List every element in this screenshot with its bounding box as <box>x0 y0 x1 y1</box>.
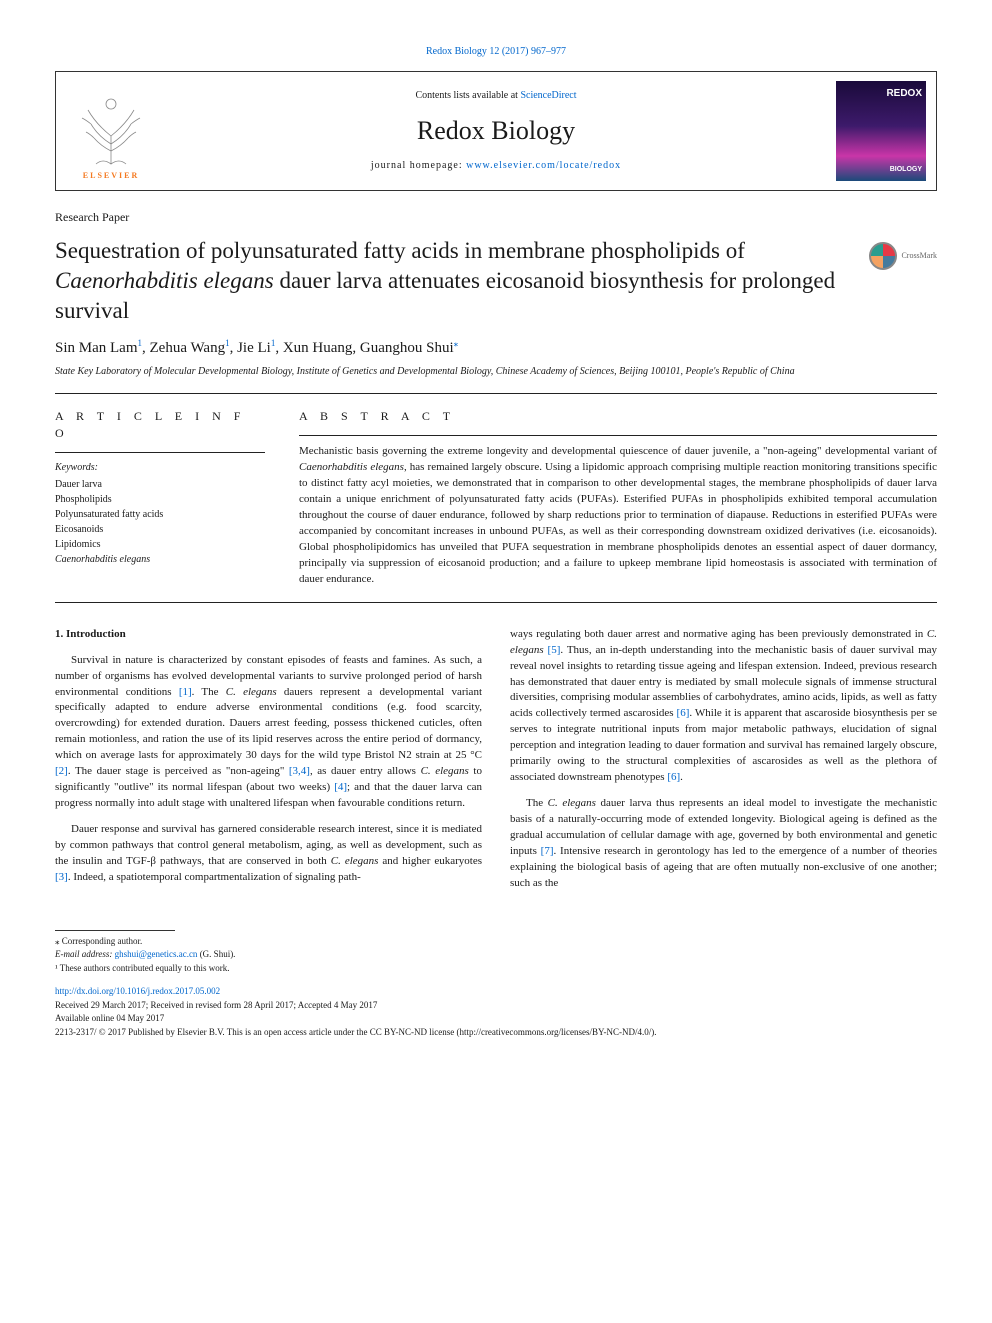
journal-header: ELSEVIER Contents lists available at Sci… <box>55 71 937 191</box>
c2i2: C. elegans <box>548 797 596 809</box>
c1p2c: . Indeed, a spatiotemporal compartmental… <box>68 871 361 883</box>
keyword-1: Dauer larva <box>55 477 265 492</box>
homepage-line: journal homepage: www.elsevier.com/locat… <box>371 159 621 173</box>
email-suffix: (G. Shui). <box>197 949 235 959</box>
abstract-block: A B S T R A C T Mechanistic basis govern… <box>299 408 937 587</box>
homepage-prefix: journal homepage: <box>371 160 466 171</box>
available-online: Available online 04 May 2017 <box>55 1012 937 1026</box>
intro-heading: 1. Introduction <box>55 627 482 643</box>
title-part-1: Sequestration of polyunsaturated fatty a… <box>55 238 745 263</box>
sciencedirect-link[interactable]: ScienceDirect <box>520 90 576 101</box>
equal-contrib-note: ¹ These authors contributed equally to t… <box>55 962 937 976</box>
c2p2a: The <box>526 797 548 809</box>
running-header: Redox Biology 12 (2017) 967–977 <box>55 45 937 59</box>
doi-link[interactable]: http://dx.doi.org/10.1016/j.redox.2017.0… <box>55 986 220 996</box>
ref-4[interactable]: [4] <box>334 781 347 793</box>
email-label: E-mail address: <box>55 949 115 959</box>
ref-6b[interactable]: [6] <box>667 771 680 783</box>
ref-2[interactable]: [2] <box>55 765 68 777</box>
author-4-5: , Xun Huang, Guanghou Shui <box>275 340 453 356</box>
abstract-text: Mechanistic basis governing the extreme … <box>299 444 937 587</box>
abstract-heading: A B S T R A C T <box>299 408 937 425</box>
c1p1e: , as dauer entry allows <box>310 765 421 777</box>
column-left: 1. Introduction Survival in nature is ch… <box>55 627 482 902</box>
keyword-3: Polyunsaturated fatty acids <box>55 507 265 522</box>
title-italic: Caenorhabditis elegans <box>55 268 274 293</box>
crossmark-label: CrossMark <box>901 250 937 261</box>
column-right: ways regulating both dauer arrest and no… <box>510 627 937 902</box>
c2p1d: . <box>680 771 683 783</box>
author-3: , Jie Li <box>230 340 271 356</box>
author-1: Sin Man Lam <box>55 340 138 356</box>
corresponding-email-link[interactable]: ghshui@genetics.ac.cn <box>115 949 198 959</box>
body-columns: 1. Introduction Survival in nature is ch… <box>55 627 937 902</box>
ref-1[interactable]: [1] <box>179 686 192 698</box>
article-info-rule <box>55 452 265 453</box>
contents-line: Contents lists available at ScienceDirec… <box>415 89 576 103</box>
c1i3: C. elegans <box>331 855 379 867</box>
article-type: Research Paper <box>55 209 937 226</box>
crossmark-badge[interactable]: CrossMark <box>869 242 937 270</box>
c1i1: C. elegans <box>226 686 277 698</box>
received-dates: Received 29 March 2017; Received in revi… <box>55 999 937 1013</box>
journal-homepage-link[interactable]: www.elsevier.com/locate/redox <box>466 160 621 171</box>
ref-5[interactable]: [5] <box>548 644 561 656</box>
footnote-rule <box>55 930 175 931</box>
c1p1b: . The <box>192 686 226 698</box>
cover-title-1: REDOX <box>840 87 922 101</box>
keyword-5: Lipidomics <box>55 537 265 552</box>
ref-3-4[interactable]: [3,4] <box>289 765 310 777</box>
abstract-t1: Mechanistic basis governing the extreme … <box>299 445 937 457</box>
elsevier-logo: ELSEVIER <box>66 81 156 181</box>
journal-cover-thumbnail: REDOX BIOLOGY <box>836 81 926 181</box>
elsevier-tree-icon <box>76 96 146 166</box>
keywords-list: Dauer larva Phospholipids Polyunsaturate… <box>55 477 265 567</box>
crossmark-icon <box>869 242 897 270</box>
email-line: E-mail address: ghshui@genetics.ac.cn (G… <box>55 948 937 962</box>
author-list: Sin Man Lam1, Zehua Wang1, Jie Li1, Xun … <box>55 337 937 359</box>
article-title: Sequestration of polyunsaturated fatty a… <box>55 236 857 326</box>
ref-3b[interactable]: [3] <box>55 871 68 883</box>
abstract-i1: Caenorhabditis elegans <box>299 461 404 473</box>
ref-6[interactable]: [6] <box>677 707 690 719</box>
affiliation: State Key Laboratory of Molecular Develo… <box>55 365 937 379</box>
cover-title-2: BIOLOGY <box>840 165 922 175</box>
elsevier-wordmark: ELSEVIER <box>83 170 139 181</box>
c2p2c: . Intensive research in gerontology has … <box>510 845 937 889</box>
publisher-logo-box: ELSEVIER <box>56 72 166 190</box>
copyright-line: 2213-2317/ © 2017 Published by Elsevier … <box>55 1026 937 1040</box>
keyword-6: Caenorhabditis elegans <box>55 552 265 567</box>
keyword-4: Eicosanoids <box>55 522 265 537</box>
divider-bottom <box>55 602 937 603</box>
abstract-t2: , has remained largely obscure. Using a … <box>299 461 937 585</box>
c1p2b: and higher eukaryotes <box>378 855 482 867</box>
author-2: , Zehua Wang <box>142 340 225 356</box>
c2p1a: ways regulating both dauer arrest and no… <box>510 628 927 640</box>
ref-7[interactable]: [7] <box>541 845 554 857</box>
c1i2: C. elegans <box>421 765 469 777</box>
author-5-sup: ⁎ <box>454 338 459 348</box>
abstract-rule <box>299 435 937 436</box>
journal-cover-box: REDOX BIOLOGY <box>826 72 936 190</box>
keywords-label: Keywords: <box>55 461 265 475</box>
journal-name: Redox Biology <box>417 113 575 149</box>
article-info-heading: A R T I C L E I N F O <box>55 408 265 442</box>
keyword-2: Phospholipids <box>55 492 265 507</box>
corresponding-author-note: ⁎ Corresponding author. <box>55 935 937 949</box>
c1p1d: . The dauer stage is perceived as "non-a… <box>68 765 289 777</box>
footer: ⁎ Corresponding author. E-mail address: … <box>55 930 937 1040</box>
contents-prefix: Contents lists available at <box>415 90 520 101</box>
article-info-block: A R T I C L E I N F O Keywords: Dauer la… <box>55 408 265 587</box>
